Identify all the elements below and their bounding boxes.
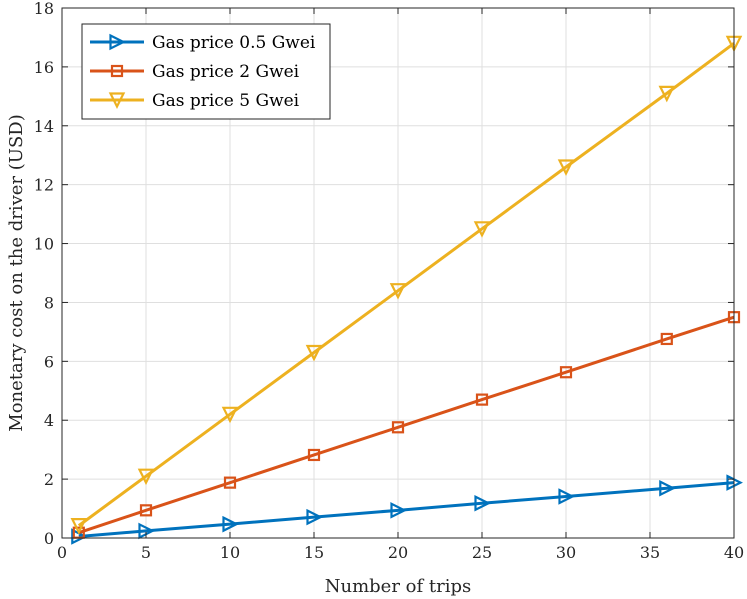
data-point-0-7 xyxy=(659,479,676,497)
legend-label-0: Gas price 0.5 Gwei xyxy=(152,33,316,53)
data-point-2-3 xyxy=(305,344,323,362)
y-tick-label: 8 xyxy=(44,293,54,312)
x-tick-label: 20 xyxy=(388,543,408,562)
series-line-0 xyxy=(78,481,735,539)
tick-labels: 0 5 10 15 20 25 30 35 40 0 2 4 6 8 10 12 14 16 18 xyxy=(34,0,745,562)
data-point-0-5 xyxy=(474,494,491,512)
x-tick-label: 40 xyxy=(724,543,744,562)
y-tick-label: 16 xyxy=(34,58,54,77)
y-tick-label: 2 xyxy=(44,470,54,489)
y-tick-label: 18 xyxy=(34,0,54,18)
y-tick-label: 0 xyxy=(44,529,54,548)
ticks xyxy=(61,7,735,539)
series-1 xyxy=(72,311,741,539)
data-point-1-5 xyxy=(475,393,489,406)
legend-label-2: Gas price 5 Gwei xyxy=(152,91,300,111)
y-tick-label: 12 xyxy=(34,176,54,195)
data-point-2-1 xyxy=(137,468,155,486)
x-tick-label: 10 xyxy=(220,543,240,562)
legend-entry-0: Gas price 0.5 Gwei xyxy=(90,33,316,53)
y-axis-label: Monetary cost on the driver (USD) xyxy=(6,114,27,431)
legend: Gas price 0.5 Gwei Gas price 2 Gwei Gas … xyxy=(81,23,331,120)
y-tick-label: 14 xyxy=(34,117,54,136)
legend-label-1: Gas price 2 Gwei xyxy=(152,62,300,82)
data-point-1-7 xyxy=(660,332,673,346)
series-2 xyxy=(70,35,743,535)
legend-entry-1: Gas price 2 Gwei xyxy=(90,62,300,82)
data-point-2-0 xyxy=(70,518,88,535)
data-point-2-6 xyxy=(557,159,575,176)
legend-marker-1 xyxy=(110,64,124,78)
data-point-1-4 xyxy=(391,421,405,434)
x-tick-label: 15 xyxy=(304,543,324,562)
data-point-2-5 xyxy=(473,221,491,238)
y-tick-label: 4 xyxy=(44,411,54,430)
data-point-2-4 xyxy=(389,283,407,300)
y-tick-label: 6 xyxy=(44,352,54,371)
data-point-1-3 xyxy=(307,448,321,462)
data-point-2-2 xyxy=(221,406,239,424)
data-point-2-7 xyxy=(658,85,676,103)
x-tick-label: 35 xyxy=(640,543,660,562)
data-point-0-2 xyxy=(222,515,239,533)
y-tick-label: 10 xyxy=(34,235,54,254)
x-axis-label: Number of trips xyxy=(325,576,472,597)
data-point-1-2 xyxy=(223,476,237,489)
legend-entry-2: Gas price 5 Gwei xyxy=(90,91,300,111)
legend-marker-2 xyxy=(108,92,126,109)
legend-marker-0 xyxy=(109,33,126,51)
x-tick-label: 30 xyxy=(556,543,576,562)
x-tick-label: 25 xyxy=(472,543,492,562)
x-tick-label: 0 xyxy=(57,543,67,562)
data-point-0-3 xyxy=(306,508,323,526)
data-point-1-6 xyxy=(559,366,573,379)
series-0 xyxy=(71,474,743,545)
data-point-0-4 xyxy=(390,502,407,519)
series-line-1 xyxy=(78,315,735,535)
data-point-0-6 xyxy=(558,488,575,505)
data-point-1-1 xyxy=(139,504,153,517)
x-tick-label: 5 xyxy=(141,543,151,562)
series-line-2 xyxy=(77,42,735,527)
